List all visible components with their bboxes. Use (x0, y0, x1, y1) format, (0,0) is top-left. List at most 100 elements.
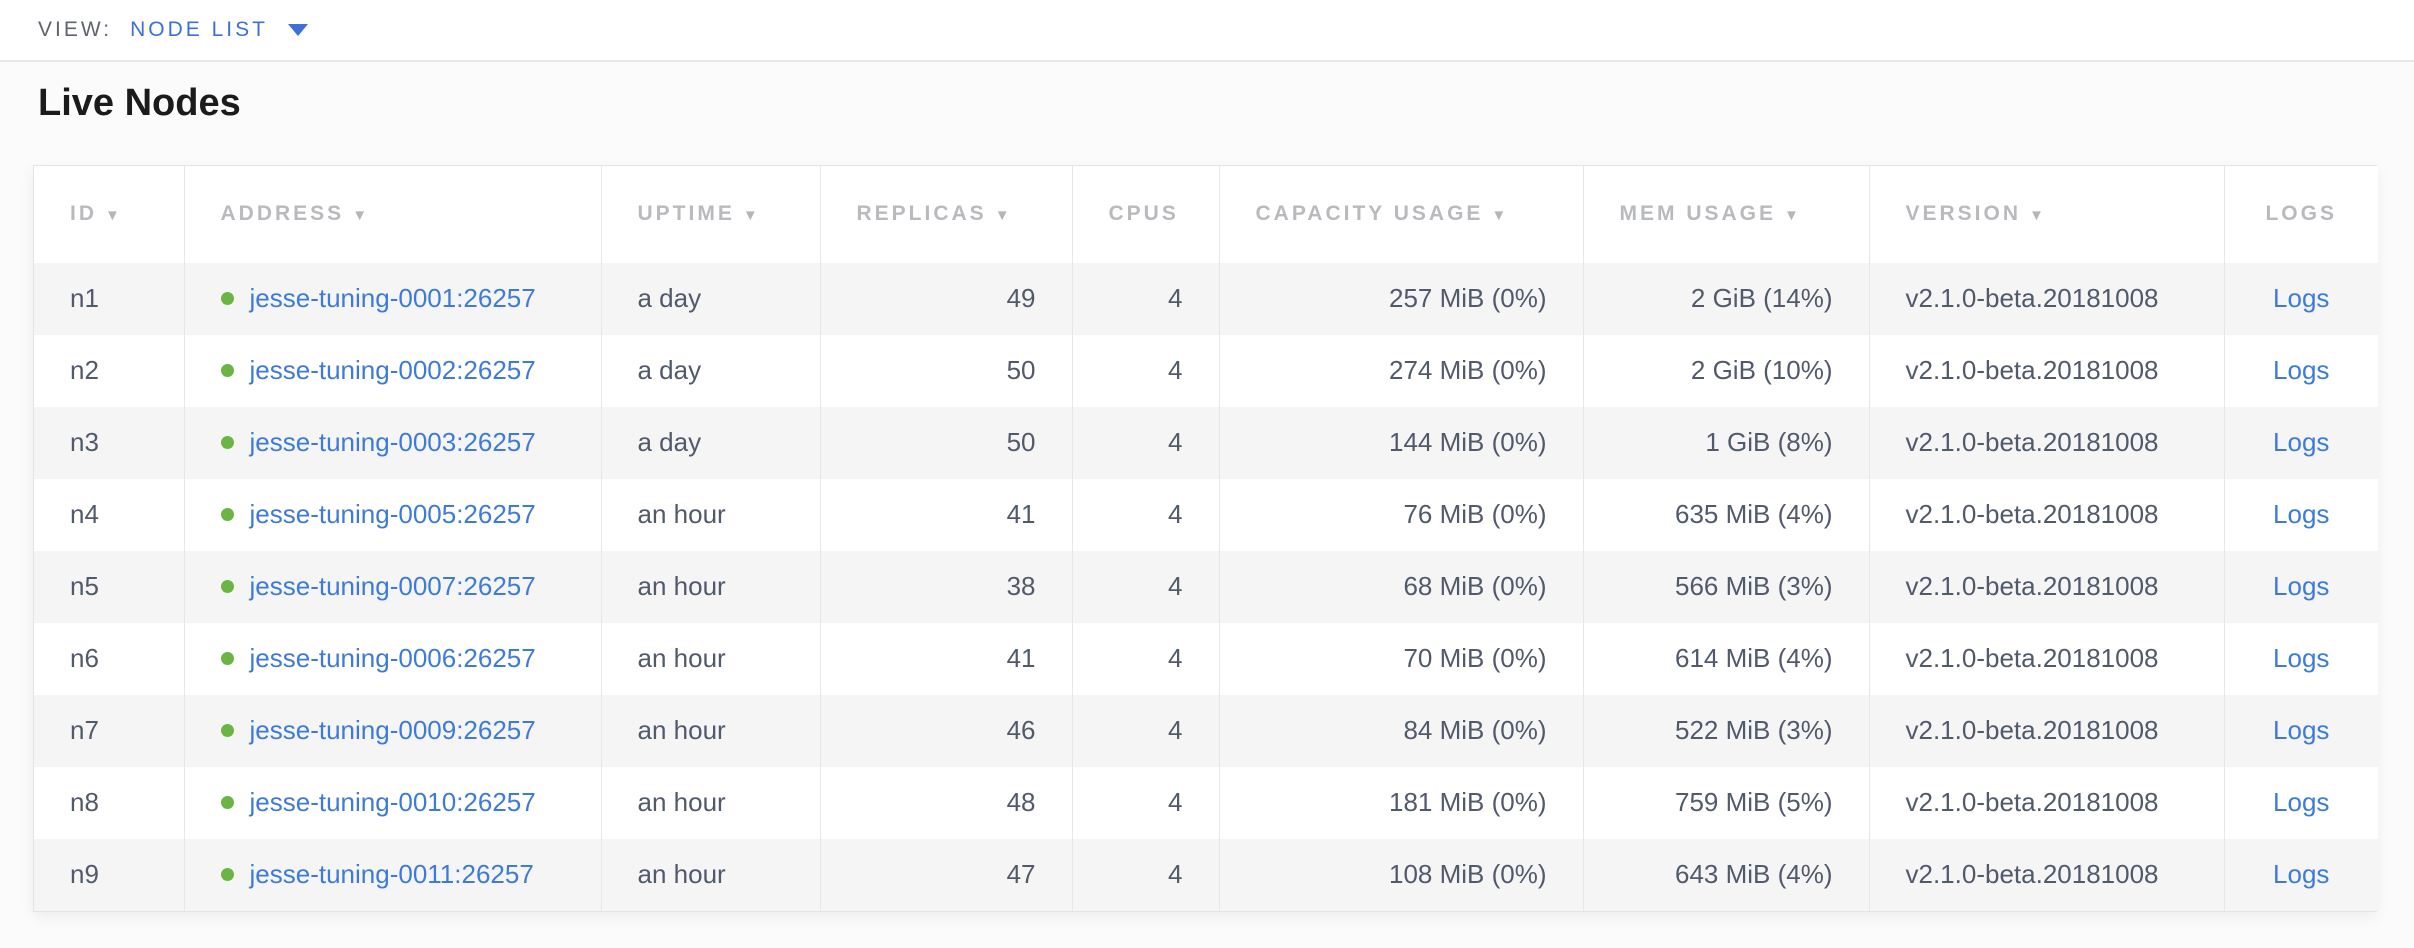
cpus-cell: 4 (1071, 478, 1219, 551)
uptime-cell: a day (600, 262, 820, 335)
replicas-cell: 48 (819, 766, 1072, 839)
live-status-icon (220, 868, 234, 882)
column-header-version[interactable]: VERSION ▼ (1868, 165, 2224, 263)
column-header-logs: LOGS (2223, 165, 2378, 263)
logs-link[interactable]: Logs (2273, 283, 2330, 314)
table-row: n4 jesse-tuning-0005:26257 an hour 41 4 … (34, 478, 2378, 551)
column-header-capacity-usage[interactable]: CAPACITY USAGE ▼ (1218, 165, 1583, 263)
column-header-cpus: CPUS (1071, 165, 1219, 263)
cpus-cell: 4 (1071, 766, 1219, 839)
capacity-usage-cell: 68 MiB (0%) (1218, 550, 1583, 623)
logs-cell: Logs (2223, 622, 2378, 695)
column-header-id[interactable]: ID ▼ (34, 165, 184, 263)
node-id-cell: n9 (70, 859, 99, 890)
version-cell: v2.1.0-beta.20181008 (1868, 694, 2224, 767)
table-row: n2 jesse-tuning-0002:26257 a day 50 4 27… (34, 334, 2378, 407)
node-address-link[interactable]: jesse-tuning-0011:26257 (249, 859, 534, 890)
node-address-link[interactable]: jesse-tuning-0005:26257 (249, 499, 536, 530)
node-address-cell: jesse-tuning-0006:26257 (183, 622, 601, 695)
table-header-row: ID ▼ ADDRESS ▼ UPTIME ▼ REPLICAS ▼ CPUS CAPA… (34, 165, 2378, 263)
version-cell: v2.1.0-beta.20181008 (1868, 478, 2224, 551)
mem-usage-cell: 759 MiB (5%) (1582, 766, 1869, 839)
node-id-cell: n6 (70, 643, 99, 674)
node-address-link[interactable]: jesse-tuning-0006:26257 (249, 643, 536, 674)
table-row: n3 jesse-tuning-0003:26257 a day 50 4 14… (34, 406, 2378, 479)
live-nodes-table: ID ▼ ADDRESS ▼ UPTIME ▼ REPLICAS ▼ CPUS CAPA… (34, 165, 2378, 911)
uptime-cell: a day (600, 406, 820, 479)
version-cell: v2.1.0-beta.20181008 (1868, 622, 2224, 695)
capacity-usage-cell: 108 MiB (0%) (1218, 838, 1583, 911)
column-header-replicas[interactable]: REPLICAS ▼ (819, 165, 1072, 263)
node-address-cell: jesse-tuning-0003:26257 (183, 406, 601, 479)
replicas-cell: 38 (819, 550, 1072, 623)
view-selector-bar: VIEW: NODE LIST (0, 0, 2414, 62)
live-status-icon (220, 724, 234, 738)
node-address-cell: jesse-tuning-0010:26257 (183, 766, 601, 839)
node-address-link[interactable]: jesse-tuning-0007:26257 (249, 571, 536, 602)
sort-desc-icon: ▼ (352, 207, 371, 225)
node-address-cell: jesse-tuning-0007:26257 (183, 550, 601, 623)
node-id-cell: n1 (70, 283, 99, 314)
mem-usage-cell: 2 GiB (14%) (1582, 262, 1869, 335)
logs-link[interactable]: Logs (2273, 787, 2330, 818)
node-address-cell: jesse-tuning-0002:26257 (183, 334, 601, 407)
logs-cell: Logs (2223, 406, 2378, 479)
replicas-cell: 49 (819, 262, 1072, 335)
live-status-icon (220, 652, 234, 666)
caret-down-icon (287, 24, 308, 36)
live-status-icon (220, 436, 234, 450)
node-id-cell: n8 (70, 787, 99, 818)
node-address-cell: jesse-tuning-0011:26257 (183, 838, 601, 911)
logs-link[interactable]: Logs (2273, 715, 2330, 746)
sort-desc-icon: ▼ (994, 207, 1013, 225)
cpus-cell: 4 (1071, 694, 1219, 767)
capacity-usage-cell: 84 MiB (0%) (1218, 694, 1583, 767)
page-title: Live Nodes (38, 82, 241, 124)
mem-usage-cell: 614 MiB (4%) (1582, 622, 1869, 695)
column-header-mem-usage[interactable]: MEM USAGE ▼ (1582, 165, 1869, 263)
capacity-usage-cell: 257 MiB (0%) (1218, 262, 1583, 335)
live-status-icon (220, 364, 234, 378)
uptime-cell: a day (600, 334, 820, 407)
logs-link[interactable]: Logs (2273, 571, 2330, 602)
logs-link[interactable]: Logs (2273, 355, 2330, 386)
sort-desc-icon: ▼ (105, 207, 123, 225)
logs-cell: Logs (2223, 766, 2378, 839)
logs-link[interactable]: Logs (2273, 859, 2330, 890)
mem-usage-cell: 566 MiB (3%) (1582, 550, 1869, 623)
mem-usage-cell: 635 MiB (4%) (1582, 478, 1869, 551)
node-address-link[interactable]: jesse-tuning-0003:26257 (249, 427, 536, 458)
capacity-usage-cell: 76 MiB (0%) (1218, 478, 1583, 551)
node-address-link[interactable]: jesse-tuning-0010:26257 (249, 787, 536, 818)
column-header-address[interactable]: ADDRESS ▼ (183, 165, 601, 263)
logs-cell: Logs (2223, 694, 2378, 767)
cpus-cell: 4 (1071, 622, 1219, 695)
table-row: n9 jesse-tuning-0011:26257 an hour 47 4 … (34, 838, 2378, 911)
node-id-cell: n2 (70, 355, 99, 386)
logs-cell: Logs (2223, 262, 2378, 335)
capacity-usage-cell: 144 MiB (0%) (1218, 406, 1583, 479)
cpus-cell: 4 (1071, 550, 1219, 623)
node-address-link[interactable]: jesse-tuning-0009:26257 (249, 715, 536, 746)
node-id-cell: n5 (70, 571, 99, 602)
version-cell: v2.1.0-beta.20181008 (1868, 838, 2224, 911)
uptime-cell: an hour (600, 550, 820, 623)
logs-cell: Logs (2223, 550, 2378, 623)
live-status-icon (220, 292, 234, 306)
table-row: n6 jesse-tuning-0006:26257 an hour 41 4 … (34, 622, 2378, 695)
live-status-icon (220, 580, 234, 594)
logs-link[interactable]: Logs (2273, 427, 2330, 458)
version-cell: v2.1.0-beta.20181008 (1868, 406, 2224, 479)
table-row: n1 jesse-tuning-0001:26257 a day 49 4 25… (34, 262, 2378, 335)
node-address-link[interactable]: jesse-tuning-0002:26257 (249, 355, 536, 386)
logs-link[interactable]: Logs (2273, 499, 2330, 530)
sort-desc-icon: ▼ (742, 207, 761, 225)
replicas-cell: 50 (819, 334, 1072, 407)
view-dropdown[interactable]: NODE LIST (130, 18, 308, 42)
column-header-uptime[interactable]: UPTIME ▼ (600, 165, 820, 263)
node-address-link[interactable]: jesse-tuning-0001:26257 (249, 283, 536, 314)
uptime-cell: an hour (600, 838, 820, 911)
cpus-cell: 4 (1071, 838, 1219, 911)
logs-link[interactable]: Logs (2273, 643, 2330, 674)
table-row: n8 jesse-tuning-0010:26257 an hour 48 4 … (34, 766, 2378, 839)
